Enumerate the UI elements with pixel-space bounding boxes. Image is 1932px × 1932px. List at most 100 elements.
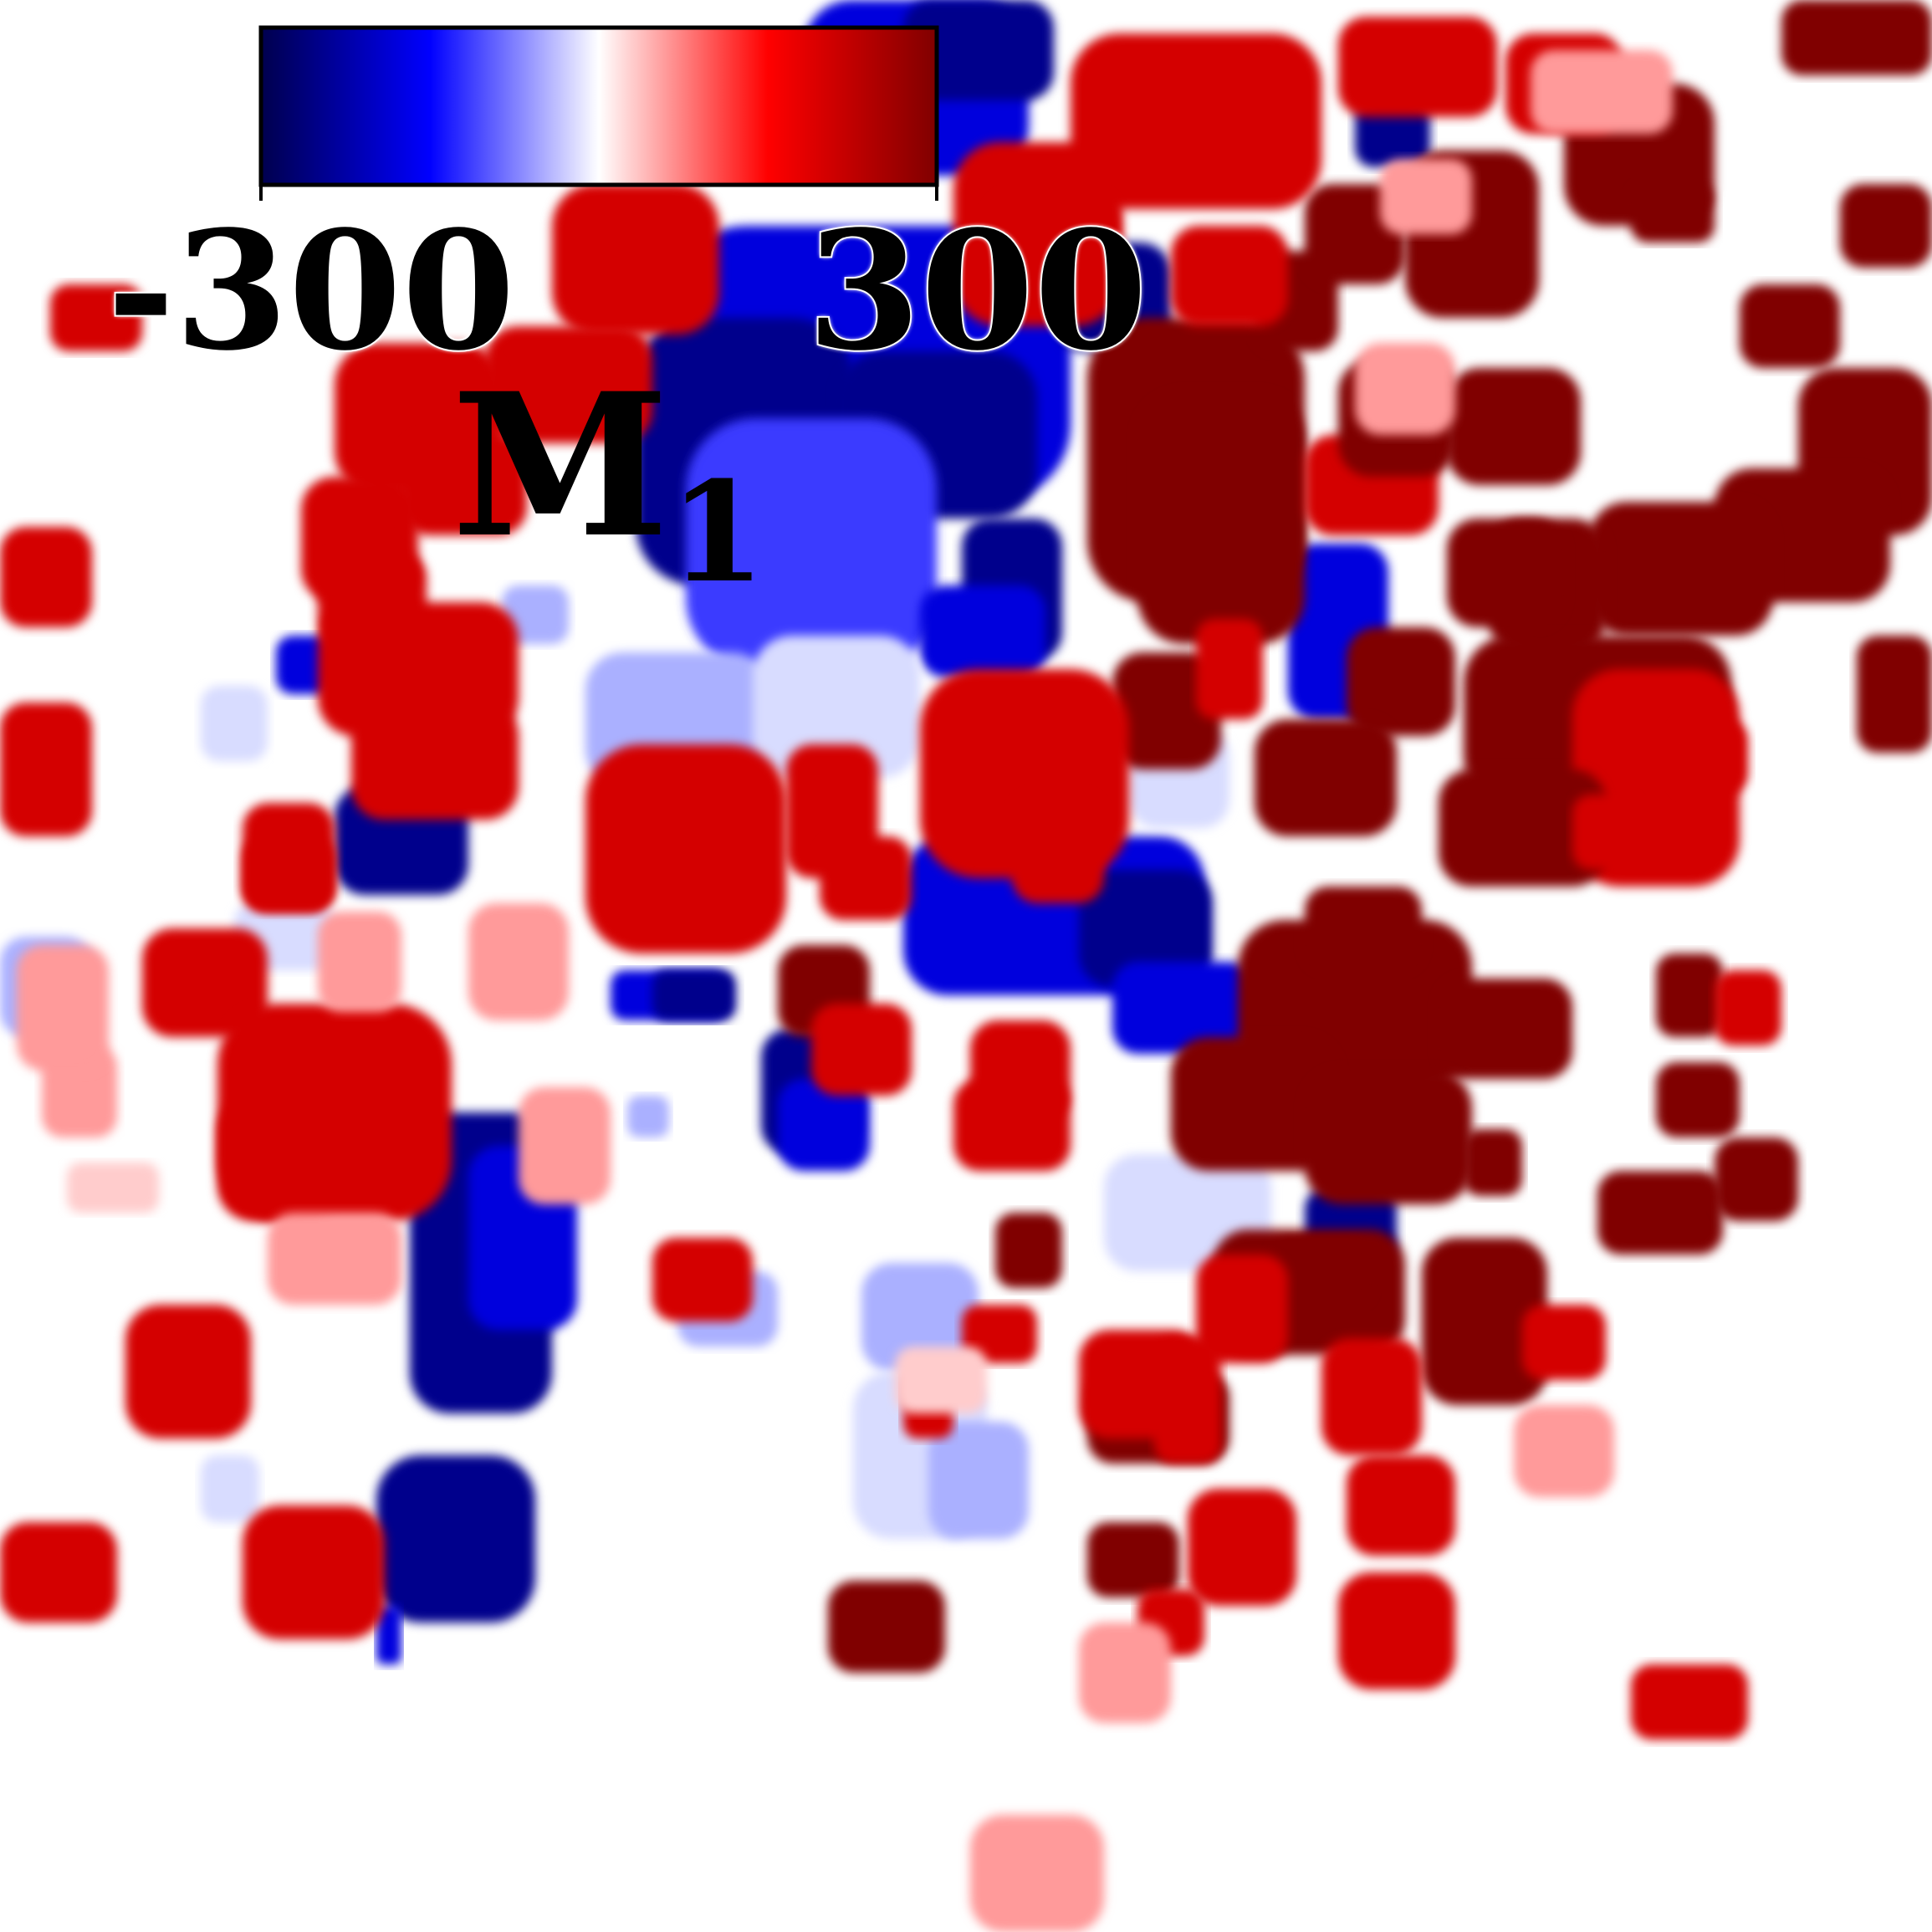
velocity-blob <box>1347 627 1455 736</box>
velocity-blob <box>1355 343 1455 435</box>
velocity-blob <box>1112 652 1221 769</box>
velocity-blob <box>1079 1623 1171 1723</box>
velocity-blob <box>995 1213 1062 1288</box>
velocity-blob <box>1439 979 1572 1079</box>
velocity-blob <box>1857 636 1932 753</box>
velocity-blob <box>1087 1522 1179 1597</box>
velocity-blob <box>67 1163 159 1213</box>
velocity-blob <box>953 1079 1071 1171</box>
velocity-blob <box>970 1815 1104 1932</box>
velocity-blob <box>1196 619 1263 719</box>
colorbar-min-label: -300 <box>105 195 517 386</box>
velocity-blob <box>502 585 569 644</box>
velocity-blob <box>1522 1305 1606 1380</box>
velocity-blob <box>1572 795 1639 870</box>
velocity-blob <box>820 836 912 920</box>
velocity-blob <box>0 703 92 836</box>
velocity-blob <box>585 744 786 953</box>
velocity-blob <box>0 1522 117 1623</box>
velocity-blob <box>1305 1071 1472 1204</box>
velocity-blob <box>1422 1238 1547 1405</box>
velocity-blob <box>828 1581 945 1673</box>
velocity-blob <box>1347 1455 1455 1556</box>
velocity-blob <box>1781 0 1932 75</box>
velocity-blob <box>1531 50 1673 134</box>
velocity-blob <box>1188 1489 1296 1606</box>
velocity-blob <box>1715 970 1781 1045</box>
velocity-blob <box>243 1505 385 1639</box>
panel-label-subscript: 1 <box>669 451 765 613</box>
velocity-blob <box>652 1238 753 1321</box>
velocity-blob <box>1305 887 1422 970</box>
velocity-blob <box>861 1263 979 1372</box>
velocity-blob <box>1631 1664 1748 1740</box>
velocity-blob <box>376 1455 535 1623</box>
velocity-blob <box>1321 1338 1422 1455</box>
velocity-blob <box>1171 1037 1338 1171</box>
velocity-blob <box>1196 1255 1288 1363</box>
panel-label-main: M <box>452 350 670 581</box>
velocity-blob <box>1631 184 1715 243</box>
panel-label: M1 <box>452 368 765 601</box>
velocity-blob <box>376 1606 401 1664</box>
velocity-blob <box>920 585 1045 677</box>
velocity-blob <box>519 1087 611 1204</box>
velocity-blob <box>686 418 937 669</box>
velocity-blob <box>125 1305 251 1439</box>
velocity-blob <box>1380 159 1472 234</box>
velocity-blob <box>1597 1171 1723 1255</box>
velocity-blob <box>201 686 268 761</box>
velocity-blob <box>201 1455 259 1522</box>
velocity-blob <box>17 945 109 1071</box>
velocity-blob <box>1447 368 1581 485</box>
velocity-blob <box>1071 33 1321 209</box>
velocity-blob <box>552 184 719 335</box>
colorbar-gradient <box>258 25 939 187</box>
velocity-blob <box>1171 226 1288 326</box>
colorbar-max-label: 300 <box>805 195 1149 386</box>
velocity-blob <box>1271 1238 1372 1305</box>
velocity-blob <box>1840 184 1932 268</box>
velocity-blob <box>50 284 142 351</box>
velocity-blob <box>318 912 401 1012</box>
velocity-blob <box>268 1213 401 1305</box>
velocity-blob <box>1079 870 1213 987</box>
velocity-blob <box>1012 795 1104 903</box>
velocity-blob <box>987 192 1121 301</box>
velocity-blob <box>1338 17 1497 117</box>
velocity-blob <box>1112 962 1255 1054</box>
velocity-blob <box>142 928 268 1037</box>
velocity-blob <box>1255 719 1397 836</box>
velocity-blob <box>1589 502 1773 636</box>
velocity-blob <box>243 836 335 912</box>
velocity-blob <box>1154 1338 1221 1464</box>
velocity-blob <box>627 1096 669 1137</box>
velocity-blob <box>1740 284 1840 368</box>
velocity-blob <box>962 1305 1037 1363</box>
velocity-blob <box>1338 1572 1455 1689</box>
velocity-blob <box>1514 1405 1614 1497</box>
velocity-blob <box>895 1347 987 1413</box>
velocity-blob <box>778 1079 870 1171</box>
velocity-blob <box>1137 393 1305 644</box>
velocity-blob <box>903 0 1054 100</box>
velocity-blob <box>1439 769 1606 887</box>
velocity-blob <box>401 435 527 535</box>
velocity-blob <box>217 1004 452 1221</box>
velocity-blob <box>1447 519 1564 627</box>
velocity-blob <box>811 1004 912 1096</box>
colorbar <box>258 25 939 201</box>
velocity-blob <box>468 903 569 1020</box>
velocity-blob <box>1656 953 1723 1037</box>
velocity-blob <box>1656 1062 1740 1137</box>
velocity-blob <box>928 1422 1029 1539</box>
velocity-blob <box>1464 1129 1522 1196</box>
velocity-blob <box>1673 719 1748 795</box>
velocity-blob <box>753 636 920 778</box>
velocity-blob <box>652 970 736 1020</box>
velocity-blob <box>318 602 519 736</box>
velocity-blob <box>0 527 92 627</box>
